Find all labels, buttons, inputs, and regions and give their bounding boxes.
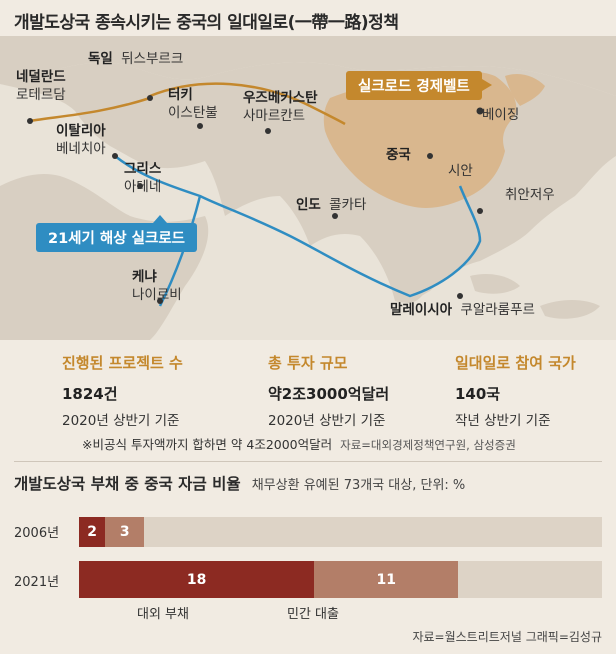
chart-title: 개발도상국 부채 중 중국 자금 비율 [14,475,241,493]
section-divider [14,461,602,462]
stat-value: 약2조3000억달러 [268,385,390,403]
chart-header: 개발도상국 부채 중 중국 자금 비율 채무상환 유예된 73개국 대상, 단위… [14,472,465,494]
label-xian: 시안 [448,163,473,179]
stat-heading: 일대일로 참여 국가 [455,354,576,372]
beijing-marker [476,107,484,115]
stat-value: 1824건 [62,385,118,403]
bar-segment: 18 [79,561,315,598]
footnote: ※비공식 투자액까지 합하면 약 4조2000억달러 자료=대외경제정책연구원, … [82,434,516,453]
label-germany: 독일 뒤스부르크 [88,51,184,67]
label-greece: 그리스 아테네 [124,161,162,195]
bar-segment: 3 [105,517,145,547]
stat-projects: 진행된 프로젝트 수 1824건 2020년 상반기 기준 [62,352,262,429]
source-text: 자료=대외경제정책연구원, 삼성증권 [340,438,516,452]
stat-countries: 일대일로 참여 국가 140국 작년 상반기 기준 [455,352,616,429]
stat-sub: 작년 상반기 기준 [455,413,551,429]
credits: 자료=월스트리트저널 그래픽=김성규 [412,630,602,644]
label-uzbekistan: 우즈베키스탄 사마르칸트 [243,90,318,124]
bar-track-2021: 18 11 [79,561,602,598]
label-china: 중국 [386,147,411,163]
label-malaysia: 말레이시아 쿠알라룸푸르 [390,302,535,318]
stat-investment: 총 투자 규모 약2조3000억달러 2020년 상반기 기준 [268,352,468,429]
stat-value: 140국 [455,385,501,403]
chart-subtitle: 채무상환 유예된 73개국 대상, 단위: % [251,478,466,493]
year-label: 2021년 [14,575,60,590]
page-title: 개발도상국 종속시키는 중국의 일대일로(一帶一路)정책 [14,13,399,33]
label-beijing: 베이징 [482,107,520,123]
bar-segment: 2 [79,517,106,547]
belt-and-road-map [0,36,616,340]
legend-external-debt: 대외 부채 [137,607,189,622]
footnote-text: ※비공식 투자액까지 합하면 약 4조2000억달러 [82,437,333,452]
maritime-silk-road-badge: 21세기 해상 실크로드 [36,215,197,252]
silk-road-belt-badge: 실크로드 경제벨트 [346,71,492,100]
label-kenya: 케냐 나이로비 [132,269,182,303]
stat-heading: 진행된 프로젝트 수 [62,354,183,372]
stat-heading: 총 투자 규모 [268,354,348,372]
label-italy: 이탈리아 베네치아 [56,123,106,157]
stat-sub: 2020년 상반기 기준 [62,413,180,429]
year-label: 2006년 [14,526,60,541]
label-netherlands: 네덜란드 로테르담 [16,69,66,103]
bar-segment: 11 [314,561,459,598]
label-turkey: 터키 이스탄불 [168,87,218,121]
stat-sub: 2020년 상반기 기준 [268,413,386,429]
legend-private-loan: 민간 대출 [287,607,339,622]
label-quanzhou: 취안저우 [505,187,555,203]
label-india: 인도 콜카타 [296,197,367,213]
